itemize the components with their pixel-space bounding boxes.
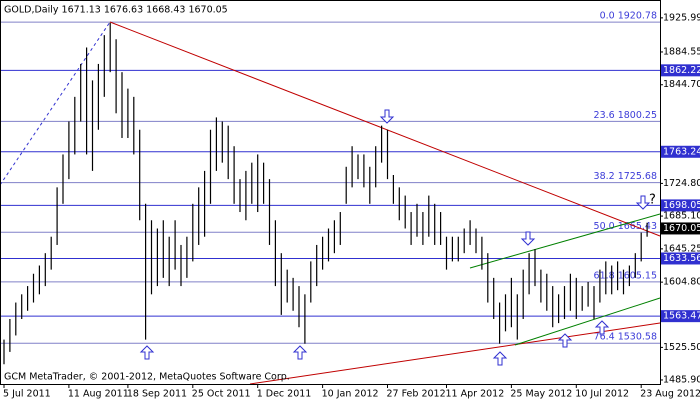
down-arrow <box>635 195 651 210</box>
up-arrow <box>557 333 573 348</box>
x-tick-label: 25 May 2012 <box>510 389 572 400</box>
y-tick-label: 1925.99 <box>663 12 700 23</box>
y-tick-label: 1844.70 <box>663 79 700 90</box>
x-tick-label: 10 Jan 2012 <box>322 389 379 400</box>
y-tick-label: 1724.80 <box>663 178 700 189</box>
trend-line <box>514 297 661 346</box>
x-tick-label: 23 Aug 2012 <box>640 389 700 400</box>
y-tick-label: 1884.55 <box>663 46 700 57</box>
x-tick-label: 25 Oct 2011 <box>192 389 251 400</box>
level-box <box>661 64 700 77</box>
chart-title: GOLD,Daily 1671.13 1676.63 1668.43 1670.… <box>4 5 228 16</box>
trend-line <box>0 21 111 186</box>
level-label: 1763.24 <box>663 146 700 157</box>
down-arrow <box>520 231 536 246</box>
x-tick-label: 11 Apr 2012 <box>446 389 505 400</box>
fib-label: 23.6 1800.25 <box>594 110 657 121</box>
level-label: 1862.22 <box>663 65 700 76</box>
annotation: ? <box>649 193 656 208</box>
y-tick-label: 1604.80 <box>663 277 700 288</box>
fib-label: 38.2 1725.68 <box>594 171 657 182</box>
x-tick-label: 1 Dec 2011 <box>257 389 312 400</box>
y-tick-label: 1525.50 <box>663 342 700 353</box>
fib-label: 50.0 1665.43 <box>594 221 657 232</box>
level-box <box>661 310 700 323</box>
up-arrow <box>594 320 610 335</box>
current-price-box <box>661 222 700 235</box>
copyright: GCM MetaTrader, © 2001-2012, MetaQuotes … <box>4 372 290 383</box>
level-label: 1633.56 <box>663 253 700 264</box>
fib-label: 76.4 1530.58 <box>594 332 657 343</box>
plot-border <box>0 0 661 385</box>
bars-layer <box>3 22 648 365</box>
x-tick-label: 11 Aug 2011 <box>68 389 129 400</box>
x-tick-label: 10 Jul 2012 <box>575 389 629 400</box>
up-arrow <box>492 351 508 366</box>
up-arrow <box>139 345 155 360</box>
level-box <box>661 199 700 212</box>
level-label: 1698.05 <box>663 200 700 211</box>
level-label: 1563.47 <box>663 311 700 322</box>
x-tick-label: 27 Feb 2012 <box>387 389 446 400</box>
up-arrow <box>292 345 308 360</box>
fib-label: 0.0 1920.78 <box>600 11 657 22</box>
y-tick-label: 1485.90 <box>663 374 700 385</box>
fib-label: 61.8 1605.15 <box>594 270 657 281</box>
x-tick-label: 18 Sep 2011 <box>127 389 187 400</box>
y-tick-label: 1645.25 <box>663 243 700 254</box>
level-box <box>661 145 700 158</box>
down-arrow <box>379 109 395 124</box>
level-box <box>661 252 700 265</box>
y-tick-label: 1685.10 <box>663 211 700 222</box>
current-price-label: 1670.05 <box>663 223 700 234</box>
x-tick-label: 5 Jul 2011 <box>3 389 51 400</box>
trend-line <box>109 21 661 237</box>
arrows <box>139 109 651 366</box>
trend-line <box>469 213 661 269</box>
axis-layer: 1862.22 1763.24 1698.05 1633.56 1563.47 1925.… <box>3 12 700 400</box>
trend-line <box>249 322 661 385</box>
